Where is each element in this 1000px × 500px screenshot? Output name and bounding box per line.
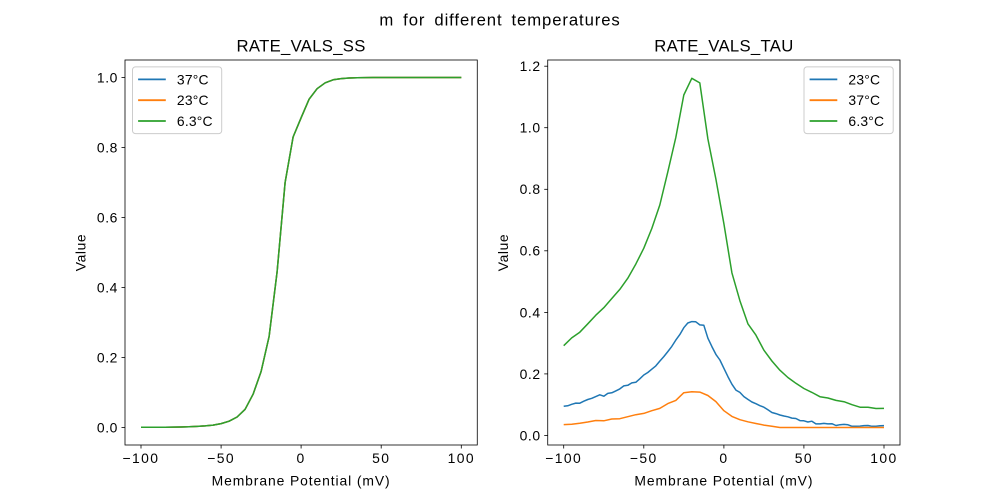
- svg-text:0.6: 0.6: [97, 209, 118, 225]
- svg-text:0.2: 0.2: [520, 366, 541, 382]
- svg-text:37°C: 37°C: [177, 71, 209, 87]
- svg-text:1.0: 1.0: [520, 120, 541, 136]
- svg-text:6.3°C: 6.3°C: [177, 113, 213, 129]
- svg-text:1.0: 1.0: [97, 69, 118, 85]
- svg-text:6.3°C: 6.3°C: [848, 113, 884, 129]
- svg-text:100: 100: [448, 450, 475, 466]
- svg-text:−50: −50: [207, 450, 235, 466]
- svg-text:0.2: 0.2: [97, 349, 118, 365]
- svg-text:Membrane Potential (mV): Membrane Potential (mV): [212, 472, 391, 488]
- svg-text:0.0: 0.0: [520, 427, 541, 443]
- svg-text:Membrane Potential (mV): Membrane Potential (mV): [634, 472, 813, 488]
- svg-text:0.0: 0.0: [97, 419, 118, 435]
- svg-text:RATE_VALS_SS: RATE_VALS_SS: [237, 36, 366, 55]
- svg-text:−100: −100: [545, 450, 582, 466]
- svg-text:Value: Value: [495, 234, 511, 272]
- svg-text:0.4: 0.4: [520, 304, 541, 320]
- svg-text:23°C: 23°C: [848, 71, 880, 87]
- svg-text:−100: −100: [123, 450, 160, 466]
- svg-text:0.6: 0.6: [520, 243, 541, 259]
- svg-text:0.8: 0.8: [97, 139, 118, 155]
- svg-text:50: 50: [795, 450, 813, 466]
- svg-text:0.4: 0.4: [97, 279, 118, 295]
- svg-text:0.8: 0.8: [520, 181, 541, 197]
- svg-text:23°C: 23°C: [177, 92, 209, 108]
- svg-text:37°C: 37°C: [848, 92, 880, 108]
- svg-text:0: 0: [719, 450, 728, 466]
- svg-text:−50: −50: [630, 450, 658, 466]
- svg-text:1.2: 1.2: [520, 58, 541, 74]
- svg-text:100: 100: [870, 450, 897, 466]
- svg-text:50: 50: [372, 450, 390, 466]
- svg-text:Value: Value: [73, 234, 89, 272]
- svg-text:0: 0: [297, 450, 306, 466]
- svg-text:RATE_VALS_TAU: RATE_VALS_TAU: [654, 36, 793, 55]
- svg-text:m for different temperatures: m for different temperatures: [379, 11, 620, 30]
